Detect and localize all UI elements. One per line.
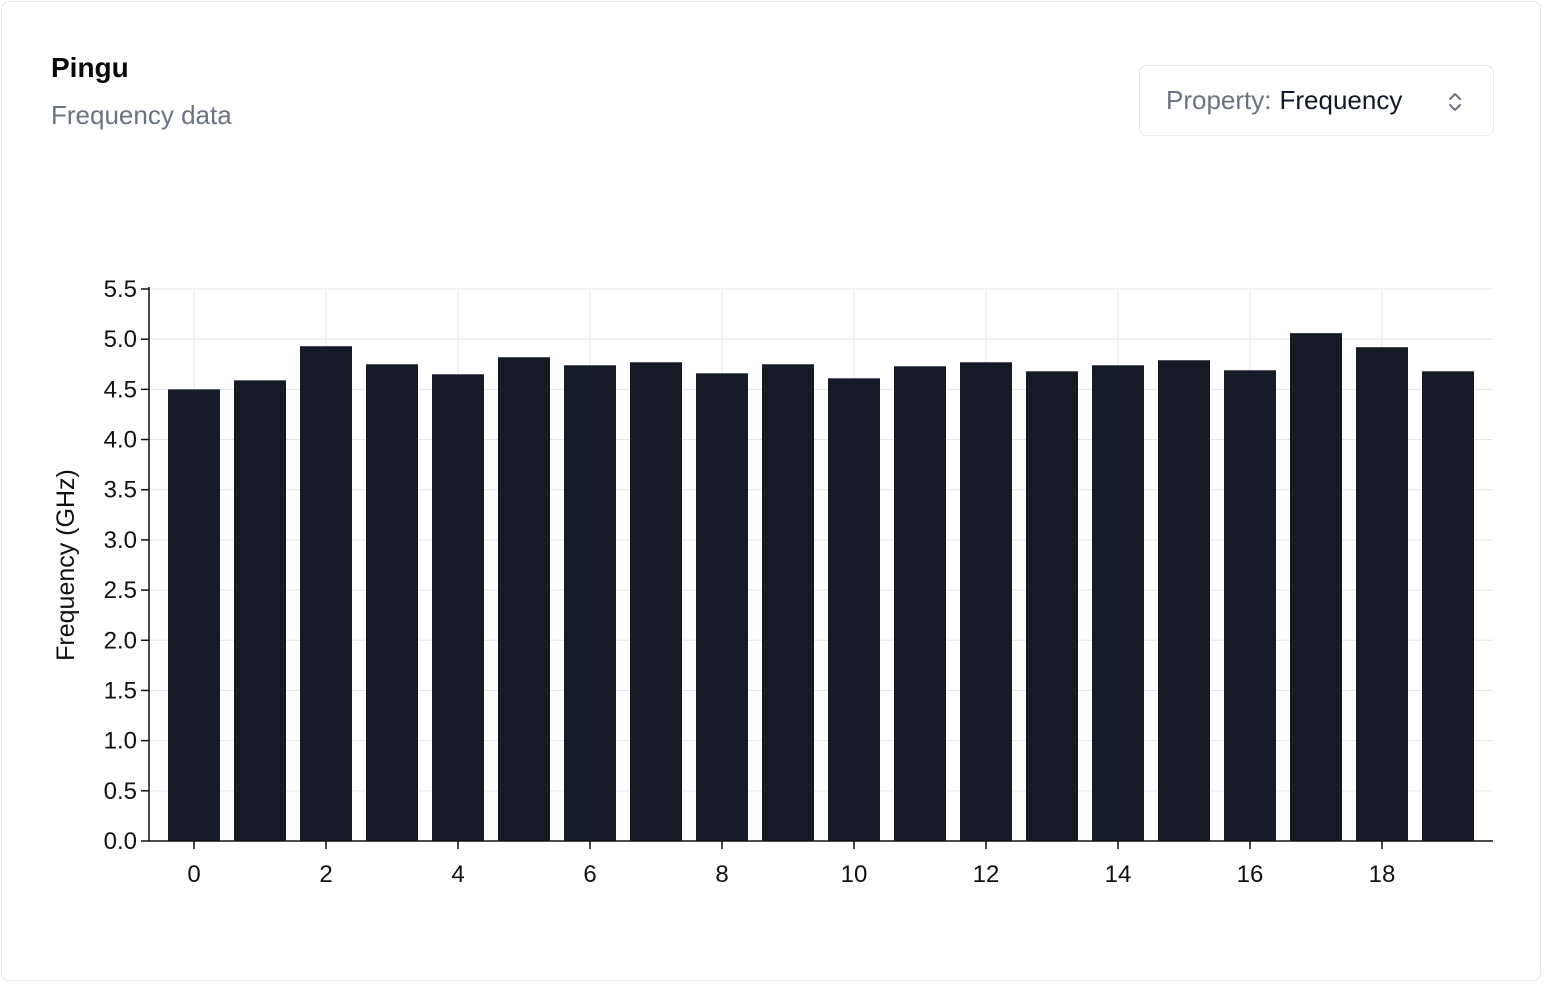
x-tick-label: 8 [715,861,728,888]
axes [141,287,1493,849]
x-tick-label: 6 [583,861,596,888]
y-tick-label: 5.0 [104,326,137,353]
y-axis-title: Frequency (GHz) [52,469,80,661]
property-select-prefix: Property: [1166,85,1272,115]
y-tick-label: 0.0 [104,828,137,855]
bar [894,366,946,841]
bars [168,333,1474,841]
y-tick-label: 3.0 [104,527,137,554]
x-tick-label: 12 [973,861,1000,888]
bar [1422,371,1474,841]
tick-labels: 0.0 0.5 1.0 1.5 2.0 2.5 3.0 3.5 4.0 4.5 5.0 5.5 0 2 4 6… [104,276,1396,888]
bar [498,357,550,841]
x-tick-label: 2 [319,861,332,888]
y-tick-label: 4.0 [104,427,137,454]
bar [1290,333,1342,841]
bar [762,364,814,841]
bar [168,389,220,841]
property-select-value: Frequency [1279,85,1403,115]
y-tick-label: 2.5 [104,577,137,604]
chevron-up-down-icon [1449,93,1461,111]
bar [1026,371,1078,841]
y-tick-label: 4.5 [104,376,137,403]
bar [1356,347,1408,841]
bar [1224,370,1276,841]
x-tick-label: 18 [1369,861,1396,888]
bar [300,346,352,841]
x-tick-label: 10 [841,861,868,888]
bar [828,378,880,841]
y-tick-label: 3.5 [104,477,137,504]
x-tick-label: 16 [1237,861,1264,888]
card-subtitle: Frequency data [51,100,232,130]
x-tick-label: 14 [1105,861,1132,888]
y-tick-label: 1.0 [104,728,137,755]
card-title: Pingu [51,52,129,83]
y-tick-label: 5.5 [104,276,137,303]
property-select[interactable]: Property: Frequency [1139,65,1494,136]
y-tick-label: 1.5 [104,677,137,704]
bar [234,380,286,841]
x-tick-label: 0 [187,861,200,888]
bar [564,365,616,841]
bar [630,362,682,841]
bar [432,374,484,841]
y-tick-label: 0.5 [104,778,137,805]
bar [1158,360,1210,841]
x-tick-label: 4 [451,861,464,888]
y-tick-label: 2.0 [104,627,137,654]
bar [1092,365,1144,841]
bar [960,362,1012,841]
bar [366,364,418,841]
bar [696,373,748,841]
